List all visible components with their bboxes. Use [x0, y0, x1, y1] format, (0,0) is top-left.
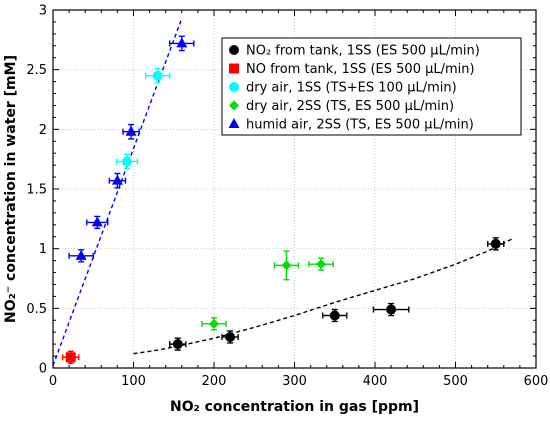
legend-marker-3	[229, 100, 239, 111]
y-tick-label: 3	[39, 4, 47, 19]
x-tick-label: 200	[202, 374, 227, 389]
y-tick-label: 1	[39, 242, 47, 257]
data-point-series-2	[122, 156, 133, 167]
y-tick-label: 2	[39, 123, 47, 138]
legend-label-0: NO₂ from tank, 1SS (ES 500 µL/min)	[246, 44, 480, 59]
x-tick-label: 300	[282, 374, 307, 389]
legend-marker-0	[229, 45, 239, 55]
data-point-series-2	[152, 70, 163, 81]
data-point-series-1	[65, 352, 76, 363]
x-tick-label: 500	[443, 374, 468, 389]
y-tick-label: 0.5	[26, 302, 47, 317]
legend-box	[221, 37, 522, 136]
x-tick-label: 600	[524, 374, 549, 389]
data-point-series-3	[281, 260, 292, 271]
fit-line-0	[52, 18, 183, 366]
y-tick-label: 0	[39, 362, 47, 377]
data-markers	[65, 37, 501, 363]
y-axis-title: NO₂⁻ concentration in water [mM]	[3, 55, 19, 323]
x-tick-label: 0	[49, 374, 57, 389]
legend-marker-4	[228, 118, 240, 128]
x-tick-label: 400	[363, 374, 388, 389]
x-tick-label: 100	[121, 374, 146, 389]
data-point-series-4	[111, 174, 123, 185]
axis-ticks: 0 100 200 300 400 500 600 0 0.5 1 1.5 2 2.5 3	[26, 4, 548, 390]
data-point-series-0	[329, 310, 340, 321]
data-point-series-4	[176, 37, 188, 48]
legend-label-4: humid air, 2SS (TS, ES 500 µL/min)	[246, 118, 474, 133]
legend-label-3: dry air, 2SS (TS, ES 500 µL/min)	[246, 99, 454, 114]
data-point-series-0	[490, 238, 501, 249]
data-point-series-0	[386, 304, 397, 315]
legend-marker-1	[229, 63, 239, 74]
data-point-series-3	[316, 259, 327, 270]
legend-label-1: NO from tank, 1SS (ES 500 µL/min)	[246, 62, 475, 77]
legend-label-2: dry air, 1SS (TS+ES 100 µL/min)	[246, 81, 457, 96]
legend-marker-2	[229, 82, 239, 92]
y-tick-label: 2.5	[26, 63, 47, 78]
y-tick-label: 1.5	[26, 183, 47, 198]
data-point-series-4	[125, 125, 137, 136]
data-point-series-0	[172, 339, 183, 350]
data-point-series-4	[75, 249, 87, 260]
legend: NO₂ from tank, 1SS (ES 500 µL/min) NO fro…	[221, 37, 522, 136]
data-point-series-4	[91, 216, 103, 227]
data-point-series-3	[209, 318, 219, 329]
x-axis-title: NO₂ concentration in gas [ppm]	[170, 399, 419, 415]
data-point-series-0	[225, 331, 236, 342]
